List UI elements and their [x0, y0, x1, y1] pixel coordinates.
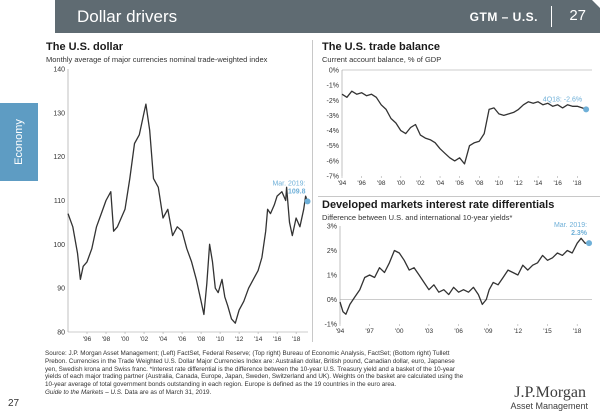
x-tick-label: '09 [484, 328, 493, 335]
y-tick-label: 140 [53, 67, 65, 74]
y-tick-label: -2% [327, 98, 339, 105]
slide-title: Dollar drivers [77, 7, 178, 26]
source-footnote: Source: J.P. Morgan Asset Management; (L… [45, 350, 465, 397]
y-tick-label: -5% [327, 143, 339, 150]
panel-divider-vertical [312, 40, 313, 342]
series-label: GTM – U.S. [469, 10, 538, 24]
footer-page-number: 27 [8, 398, 20, 409]
callout-point [583, 106, 590, 113]
series-line [339, 237, 589, 315]
x-tick-label: '06 [455, 180, 464, 187]
series-line [341, 90, 587, 165]
x-tick-label: '96 [357, 180, 366, 187]
x-tick-label: '98 [102, 336, 111, 343]
trade-chart-title: The U.S. trade balance [322, 41, 440, 53]
jpmorgan-logo: J.P.Morgan [514, 384, 586, 401]
x-tick-label: '18 [573, 328, 582, 335]
y-tick-label: -6% [327, 158, 339, 165]
x-tick-label: '02 [416, 180, 425, 187]
header-page-number: 27 [569, 7, 586, 24]
y-tick-label: 130 [53, 110, 65, 117]
x-tick-label: '16 [273, 336, 282, 343]
y-tick-label: -4% [327, 128, 339, 135]
rates-chart-title: Developed markets interest rate differen… [322, 199, 555, 211]
dollar-chart: 80 90 100 110 120 130 140 '96 '98 '00 '02 '04 '06 '08… [53, 67, 311, 343]
x-tick-label: '12 [235, 336, 244, 343]
y-tick-label: -3% [327, 113, 339, 120]
x-tick-label: '97 [365, 328, 374, 335]
y-tick-label: 90 [57, 286, 65, 293]
asset-management-label: Asset Management [510, 401, 588, 411]
guide-suffix: Data are as of March 31, 2019. [124, 388, 212, 396]
x-tick-label: '08 [475, 180, 484, 187]
y-tick-label: 0% [327, 297, 337, 304]
header-corner-fold [592, 0, 600, 8]
section-tab-label: Economy [13, 119, 25, 165]
y-tick-label: 3% [327, 224, 337, 231]
x-tick-label: '00 [121, 336, 130, 343]
dollar-chart-subtitle: Monthly average of major currencies nomi… [46, 55, 268, 64]
dollar-chart-title: The U.S. dollar [46, 41, 124, 53]
x-tick-label: '03 [425, 328, 434, 335]
x-tick-label: '14 [534, 180, 543, 187]
trade-chart: 0% -1% -2% -3% -4% -5% -6% -7%'94 '96 '98 '00 '02 '0… [327, 68, 592, 187]
header-separator [551, 6, 552, 27]
x-tick-label: '02 [140, 336, 149, 343]
callout-point [586, 240, 593, 247]
series-line [67, 103, 309, 324]
y-tick-label: 1% [327, 273, 337, 280]
callout-label: Mar. 2019: [272, 180, 305, 187]
x-tick-label: '98 [377, 180, 386, 187]
x-tick-label: '94 [338, 180, 347, 187]
x-tick-label: '16 [553, 180, 562, 187]
slide-header: Dollar drivers GTM – U.S. 27 [55, 0, 600, 33]
y-tick-label: -7% [327, 174, 339, 181]
y-tick-label: 0% [329, 68, 339, 75]
y-tick-label: 100 [53, 242, 65, 249]
x-tick-label: '94 [336, 328, 345, 335]
x-tick-label: '04 [159, 336, 168, 343]
trade-chart-subtitle: Current account balance, % of GDP [322, 55, 442, 64]
x-tick-label: '10 [216, 336, 225, 343]
source-text: Source: J.P. Morgan Asset Management; (L… [45, 350, 464, 389]
y-tick-label: -1% [327, 83, 339, 90]
x-tick-label: '96 [83, 336, 92, 343]
callout-label: Mar. 2019: [554, 222, 587, 229]
rates-chart-subtitle: Difference between U.S. and internationa… [322, 213, 513, 222]
callout-point [304, 198, 311, 205]
y-tick-label: 2% [327, 248, 337, 255]
panel-divider-horizontal [318, 196, 600, 197]
y-tick-label: 110 [54, 198, 65, 205]
x-tick-label: '00 [395, 328, 404, 335]
rates-chart: -1% 0% 1% 2% 3% '94 '97 '00 '03 '06 '09 '12 '15 '18 Ma… [325, 222, 593, 335]
x-tick-label: '06 [454, 328, 463, 335]
callout-value: 109.8 [288, 188, 306, 195]
x-tick-label: '18 [292, 336, 301, 343]
y-tick-label: -1% [325, 322, 337, 329]
x-tick-label: '12 [514, 180, 523, 187]
callout-label: 4Q18: -2.6% [543, 96, 582, 103]
x-tick-label: '04 [436, 180, 445, 187]
callout-value: 2.3% [571, 230, 588, 237]
y-tick-label: 120 [53, 154, 65, 161]
x-tick-label: '14 [254, 336, 263, 343]
x-tick-label: '12 [514, 328, 523, 335]
section-tab[interactable]: Economy [0, 103, 38, 181]
x-tick-label: '06 [178, 336, 187, 343]
x-tick-label: '10 [495, 180, 504, 187]
x-tick-label: '18 [573, 180, 582, 187]
x-tick-label: '00 [397, 180, 406, 187]
guide-label: Guide to the Markets – U.S. [45, 388, 123, 396]
y-tick-label: 80 [57, 330, 65, 337]
x-tick-label: '08 [197, 336, 206, 343]
x-tick-label: '15 [543, 328, 552, 335]
